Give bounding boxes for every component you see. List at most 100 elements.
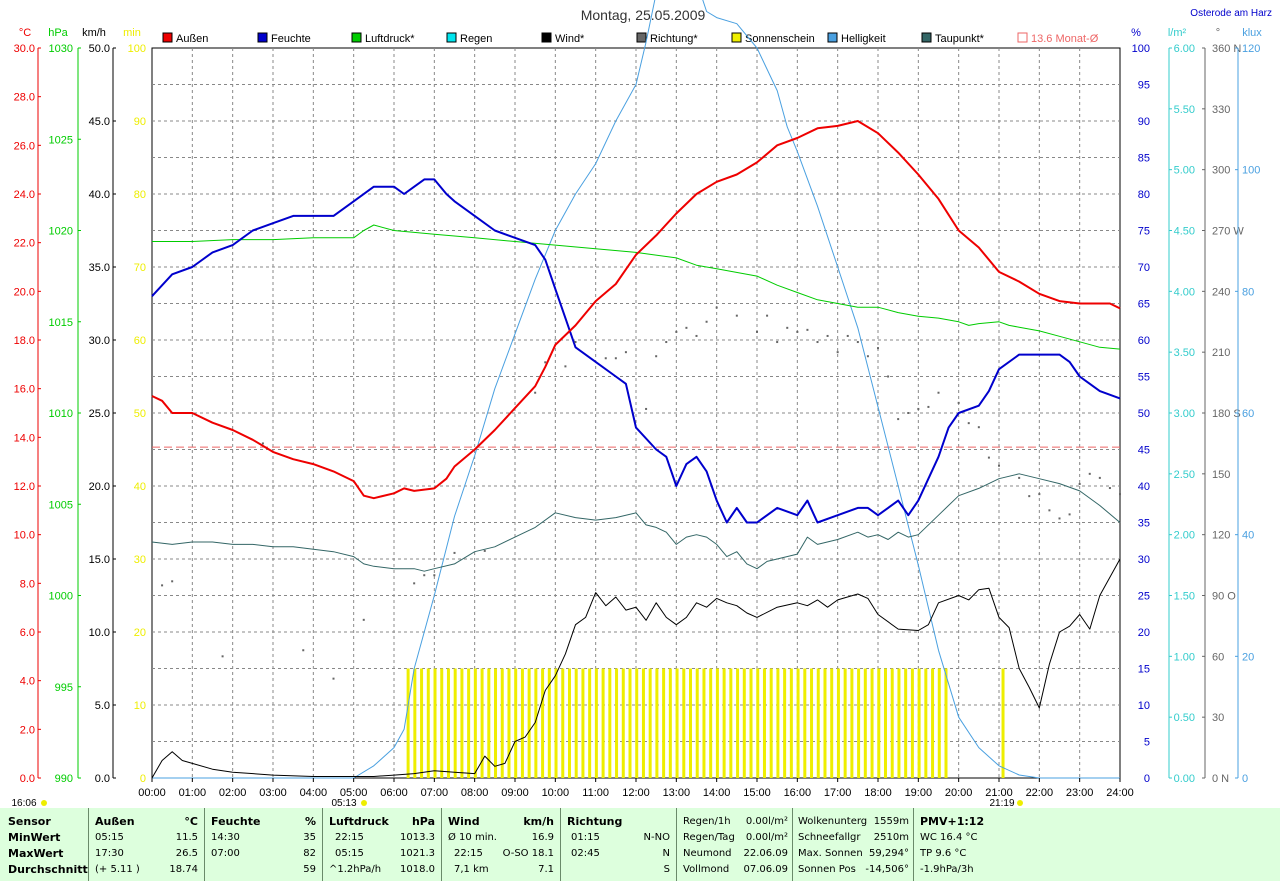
axis-tick-humidity: 30 [1138, 554, 1150, 566]
unit-wind: km/h [82, 27, 106, 39]
sunshine-bar [621, 668, 625, 778]
aussen-min: 11.5 [175, 832, 198, 843]
stats-col-sensor: Sensor MinWert MaxWert Durchschnitt [0, 808, 88, 881]
axis-tick-temp: 0.0 [20, 773, 35, 785]
direction-point [907, 412, 910, 414]
axis-tick-rain: 0.50 [1174, 712, 1195, 724]
sunshine-bar [749, 668, 753, 778]
sunshine-bar [588, 668, 592, 778]
sunshine-bar [776, 668, 780, 778]
sunshine-bar [547, 668, 551, 778]
vollmond-value: 07.06.09 [743, 864, 788, 875]
sunshine-bar [507, 668, 511, 778]
aussen-max-time: 17:30 [95, 848, 124, 859]
sunshine-bar [857, 668, 861, 778]
direction-point [897, 418, 900, 421]
axis-tick-sun: 50 [134, 408, 146, 420]
sunrise-time: 05:13 [331, 798, 356, 808]
direction-point [846, 334, 849, 337]
sunshine-bar [917, 668, 921, 778]
axis-tick-direction: 300 [1212, 165, 1230, 177]
axis-tick-temp: 26.0 [14, 140, 35, 152]
wind-row2-value: O-SO 18.1 [502, 848, 554, 859]
sunshine-bar [433, 668, 437, 778]
unit-humidity: % [1131, 27, 1141, 39]
axis-tick-wind: 25.0 [89, 408, 110, 420]
pmv-row4: -1.9hPa/3h [920, 864, 974, 875]
sunshine-bar [736, 668, 740, 778]
axis-tick-direction: 360 N [1212, 43, 1241, 55]
sunshine-bar [641, 668, 645, 778]
luftdruck-min: 1013.3 [400, 832, 435, 843]
sunshine-bar [702, 668, 706, 778]
x-tick-label: 20:00 [945, 787, 973, 799]
direction-point [574, 341, 577, 344]
aussen-header: Außen [95, 815, 135, 828]
direction-point [604, 357, 607, 360]
axis-tick-wind: 35.0 [89, 262, 110, 274]
sunshine-bar [601, 668, 605, 778]
unit-light: klux [1242, 27, 1262, 39]
unit-temp: °C [19, 27, 31, 39]
richtung-row3-value: S [663, 864, 670, 875]
axis-tick-sun: 90 [134, 116, 146, 128]
sunshine-bar [460, 668, 464, 778]
sunshine-bar [796, 668, 800, 778]
axis-tick-humidity: 15 [1138, 664, 1150, 676]
direction-point [967, 422, 970, 425]
direction-point [302, 649, 305, 652]
x-tick-label: 18:00 [864, 787, 892, 799]
sunset-time: 21:19 [989, 798, 1014, 808]
sunshine-bar [931, 668, 935, 778]
feuchte-max: 82 [303, 848, 316, 859]
sunshine-bar [453, 668, 457, 778]
axis-tick-sun: 70 [134, 262, 146, 274]
chart-legend: Außen Feuchte Luftdruck* Regen Wind* Richtung… [162, 32, 1099, 45]
axis-tick-direction: 120 [1212, 530, 1230, 542]
legend-label-sonnenschein: Sonnenschein [745, 33, 815, 45]
axis-tick-pressure: 1020 [49, 226, 73, 238]
direction-point [1068, 513, 1071, 516]
stats-col-regen: Regen/1h 0.00l/m² Regen/Tag 0.00l/m² Neu… [677, 808, 792, 881]
axis-tick-humidity: 35 [1138, 518, 1150, 530]
sunshine-bar [467, 668, 471, 778]
axis-tick-direction: 150 [1212, 469, 1230, 481]
direction-point [675, 330, 678, 333]
sunshine-bar [554, 668, 558, 778]
legend-swatch-sonnenschein [731, 32, 742, 43]
axis-tick-light: 20 [1242, 651, 1254, 663]
wolken-row1-label: Wolkenunterg [798, 816, 868, 827]
sunshine-bar [924, 668, 928, 778]
sunshine-bar [567, 668, 571, 778]
x-tick-label: 21:00 [985, 787, 1013, 799]
feuchte-min-time: 14:30 [211, 832, 240, 843]
axis-tick-humidity: 90 [1138, 116, 1150, 128]
axis-tick-humidity: 20 [1138, 627, 1150, 639]
series-line-helligkeit [152, 0, 1120, 779]
axis-tick-temp: 16.0 [14, 384, 35, 396]
unit-pressure: hPa [48, 27, 68, 39]
stats-col-wolken: Wolkenunterg 1559m Schneefallgr 2510m Ma… [793, 808, 913, 881]
axis-tick-temp: 6.0 [20, 627, 35, 639]
direction-point [1028, 495, 1031, 498]
x-tick-label: 17:00 [824, 787, 852, 799]
axis-tick-direction: 240 [1212, 286, 1230, 298]
axis-tick-direction: 60 [1212, 651, 1224, 663]
direction-point [483, 549, 486, 552]
axis-tick-humidity: 25 [1138, 591, 1150, 603]
axis-tick-wind: 40.0 [89, 189, 110, 201]
row-label-max: MaxWert [8, 847, 64, 860]
sunshine-bar [608, 668, 612, 778]
x-tick-label: 11:00 [582, 787, 609, 799]
direction-point [806, 328, 809, 331]
legend-label-luftdruck: Luftdruck* [365, 33, 415, 45]
sunshine-bar [897, 668, 901, 778]
sunshine-bar [689, 668, 693, 778]
direction-point [756, 330, 758, 333]
direction-point [423, 574, 426, 577]
direction-point [856, 341, 859, 344]
stats-col-pmv: PMV+1:12 WC 16.4 °C TP 9.6 °C -1.9hPa/3h [914, 808, 1280, 881]
direction-point [998, 464, 1000, 467]
axis-tick-temp: 18.0 [14, 335, 35, 347]
wind-unit: km/h [523, 815, 554, 828]
